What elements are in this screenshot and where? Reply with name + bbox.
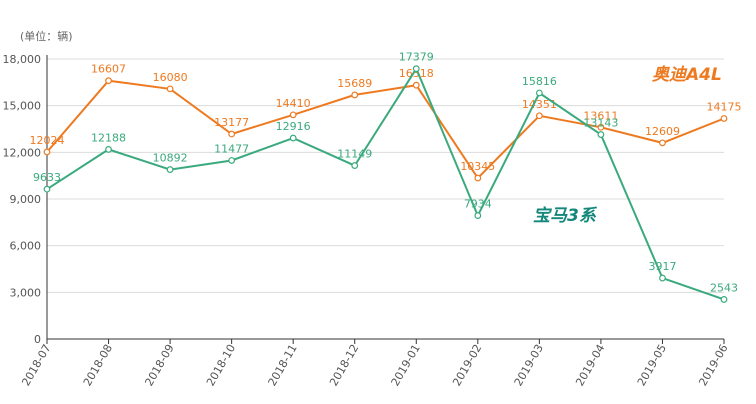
x-tick-label: 2018-07 <box>19 342 53 388</box>
x-tick-label: 2018-08 <box>81 342 115 388</box>
data-point-bmw <box>474 212 482 219</box>
data-point-bmw <box>535 89 543 97</box>
data-label-bmw: 15816 <box>522 75 557 88</box>
series-label-audi: 奥迪A4L <box>652 65 722 85</box>
data-point-bmw <box>228 157 236 164</box>
data-point-audi <box>351 91 359 99</box>
x-tick-label: 2018-10 <box>204 342 238 388</box>
x-tick-label: 2019-03 <box>512 342 546 388</box>
data-point-audi <box>289 111 297 119</box>
data-label-audi: 16080 <box>153 71 188 84</box>
data-label-bmw: 17379 <box>399 51 434 64</box>
series-line-audi <box>46 79 725 180</box>
data-label-bmw: 13143 <box>583 117 618 130</box>
series-line-bmw <box>46 66 725 301</box>
x-tick-label: 2019-01 <box>389 342 423 388</box>
data-point-bmw <box>166 166 174 173</box>
unit-label: (单位：辆) <box>20 30 73 43</box>
y-tick-label: 18,000 <box>3 53 42 66</box>
y-tick-label: 9,000 <box>10 193 42 206</box>
data-point-bmw <box>720 296 728 303</box>
x-tick-label: 2019-04 <box>573 342 607 388</box>
data-label-bmw: 7934 <box>464 198 492 211</box>
data-label-audi: 12024 <box>30 134 65 147</box>
data-label-audi: 16607 <box>91 63 126 76</box>
data-label-bmw: 11149 <box>337 148 372 161</box>
data-label-audi: 16318 <box>399 67 434 80</box>
data-point-audi <box>597 123 605 131</box>
data-point-bmw <box>289 134 297 142</box>
series-label-bmw: 宝马3系 <box>533 206 596 226</box>
data-label-audi: 13177 <box>214 116 249 129</box>
data-label-bmw: 12188 <box>91 131 126 144</box>
data-point-audi <box>659 139 666 147</box>
data-point-audi <box>228 130 236 138</box>
data-label-bmw: 11477 <box>214 142 249 155</box>
y-tick-label: 3,000 <box>10 286 42 299</box>
data-label-bmw: 12916 <box>276 120 311 133</box>
data-point-bmw <box>105 146 112 153</box>
data-point-bmw <box>659 274 666 282</box>
y-tick-label: 6,000 <box>10 240 42 253</box>
data-point-audi <box>474 174 482 182</box>
data-point-audi <box>166 85 174 93</box>
data-label-audi: 13611 <box>583 109 618 122</box>
y-tick-label: 0 <box>34 333 41 346</box>
data-label-audi: 15689 <box>337 77 372 90</box>
y-tick-label: 15,000 <box>3 100 42 113</box>
x-tick-label: 2018-12 <box>327 342 361 388</box>
data-label-audi: 12609 <box>645 125 680 138</box>
x-tick-label: 2018-11 <box>266 342 300 388</box>
data-label-audi: 14410 <box>276 97 311 110</box>
data-label-audi: 14175 <box>707 101 742 114</box>
data-point-bmw <box>351 162 359 169</box>
data-point-audi <box>412 81 420 89</box>
data-point-audi <box>535 112 543 120</box>
data-point-audi <box>105 77 112 85</box>
data-point-bmw <box>412 65 420 73</box>
data-point-bmw <box>43 185 51 193</box>
x-tick-label: 2019-06 <box>696 342 730 388</box>
data-point-audi <box>43 148 51 156</box>
data-label-bmw: 10892 <box>153 152 188 165</box>
x-tick-label: 2019-02 <box>450 342 484 388</box>
data-label-bmw: 2543 <box>710 281 738 294</box>
data-point-audi <box>720 115 728 122</box>
data-point-bmw <box>597 131 605 138</box>
x-tick-label: 2019-05 <box>635 342 669 388</box>
x-tick-label: 2018-09 <box>142 342 176 388</box>
data-label-bmw: 3917 <box>648 260 676 273</box>
data-label-bmw: 9633 <box>33 171 61 184</box>
y-tick-label: 12,000 <box>3 146 42 159</box>
data-label-audi: 10345 <box>460 160 495 173</box>
data-label-audi: 14351 <box>522 98 557 111</box>
